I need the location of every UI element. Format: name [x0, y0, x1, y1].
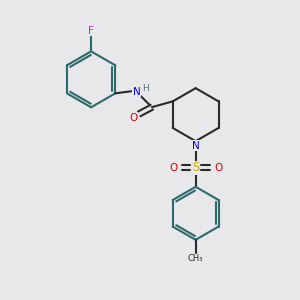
- Text: O: O: [129, 113, 137, 123]
- Text: H: H: [142, 84, 149, 93]
- Text: N: N: [133, 87, 140, 97]
- Text: O: O: [169, 163, 177, 173]
- Text: O: O: [214, 163, 222, 173]
- Text: F: F: [88, 26, 94, 36]
- Text: N: N: [192, 141, 200, 151]
- Text: CH₃: CH₃: [188, 254, 203, 263]
- Text: S: S: [192, 161, 199, 174]
